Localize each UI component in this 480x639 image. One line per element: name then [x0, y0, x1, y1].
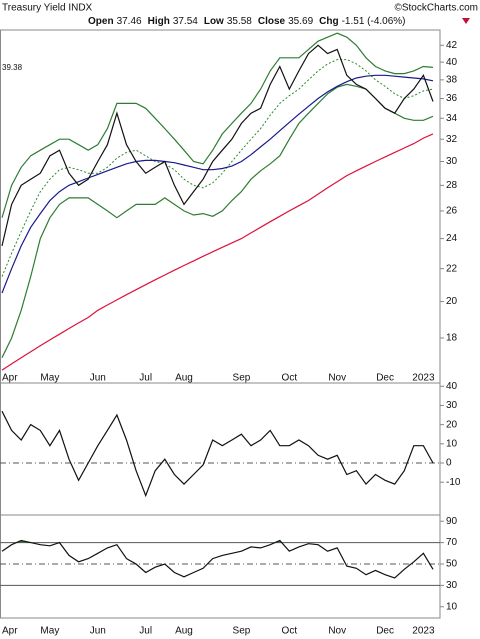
y-tick-label: 40	[446, 57, 458, 68]
x-tick-label: 2023	[412, 373, 435, 384]
y-tick-label: 30	[446, 400, 458, 411]
quote-label: Chg	[319, 16, 338, 27]
y-tick-label: 0	[446, 458, 452, 469]
y-tick-label: 42	[446, 40, 458, 51]
y-tick-label: 90	[446, 516, 458, 527]
x-tick-label: May	[40, 373, 59, 384]
y-tick-label: 30	[446, 580, 458, 591]
y-tick-label: 50	[446, 559, 458, 570]
y-tick-label: 36	[446, 93, 458, 104]
y-tick-label: 10	[446, 438, 458, 449]
y-tick-label: 28	[446, 180, 458, 191]
y-tick-label: 10	[446, 601, 458, 612]
quote-value: 35.58	[227, 16, 252, 27]
x-tick-label: Aug	[175, 373, 193, 384]
y-tick-label: 26	[446, 206, 458, 217]
chart-title: Treasury Yield INDX	[2, 3, 93, 14]
y-tick-label: 32	[446, 134, 458, 145]
series-line	[1, 133, 434, 371]
quote-value: -1.51 (-4.06%)	[342, 16, 406, 27]
x-tick-label: Aug	[175, 626, 193, 637]
y-tick-label: 22	[446, 263, 458, 274]
x-tick-label: Jul	[139, 373, 152, 384]
series-line	[1, 539, 434, 579]
y-tick-label: 70	[446, 537, 458, 548]
series-line	[1, 410, 434, 498]
series-line	[1, 44, 434, 247]
x-tick-label: Dec	[376, 373, 394, 384]
x-tick-label: Jun	[90, 373, 106, 384]
x-tick-label: Sep	[233, 373, 251, 384]
y-tick-label: 30	[446, 156, 458, 167]
y-tick-label: 24	[446, 233, 458, 244]
x-tick-label: Dec	[376, 626, 394, 637]
x-tick-label: Apr	[2, 373, 18, 384]
y-tick-label: 20	[446, 419, 458, 430]
quote-label: Close	[258, 16, 286, 27]
y-tick-label: 38	[446, 74, 458, 85]
y-tick-label: -10	[446, 477, 461, 488]
y-tick-label: 20	[446, 296, 458, 307]
x-tick-label: Jul	[139, 626, 152, 637]
quote-label: Low	[204, 16, 224, 27]
x-tick-label: 2023	[412, 626, 435, 637]
x-tick-label: Sep	[233, 626, 251, 637]
x-tick-label: Jun	[90, 626, 106, 637]
x-tick-label: Apr	[2, 626, 18, 637]
series-line	[1, 32, 434, 218]
y-tick-label: 40	[446, 381, 458, 392]
panel-frame	[0, 514, 441, 619]
y-tick-label: 34	[446, 113, 458, 124]
quote: Open 37.46 High 37.54 Low 35.58 Close 35.69 Chg -…	[88, 16, 406, 27]
annotation: 39.38	[2, 63, 23, 72]
x-tick-label: May	[40, 626, 59, 637]
quote-label: High	[148, 16, 170, 27]
x-tick-label: Nov	[328, 373, 346, 384]
quote-value: 37.54	[173, 16, 198, 27]
series-line	[1, 59, 434, 277]
x-tick-label: Oct	[282, 373, 298, 384]
series-line	[1, 83, 434, 358]
source: ©StockCharts.com	[394, 3, 478, 14]
down-arrow	[462, 18, 470, 24]
quote-label: Open	[88, 16, 114, 27]
x-tick-label: Nov	[328, 626, 346, 637]
series-line	[1, 74, 434, 294]
y-tick-label: 18	[446, 333, 458, 344]
quote-value: 35.69	[288, 16, 313, 27]
x-tick-label: Oct	[282, 626, 298, 637]
quote-value: 37.46	[117, 16, 142, 27]
